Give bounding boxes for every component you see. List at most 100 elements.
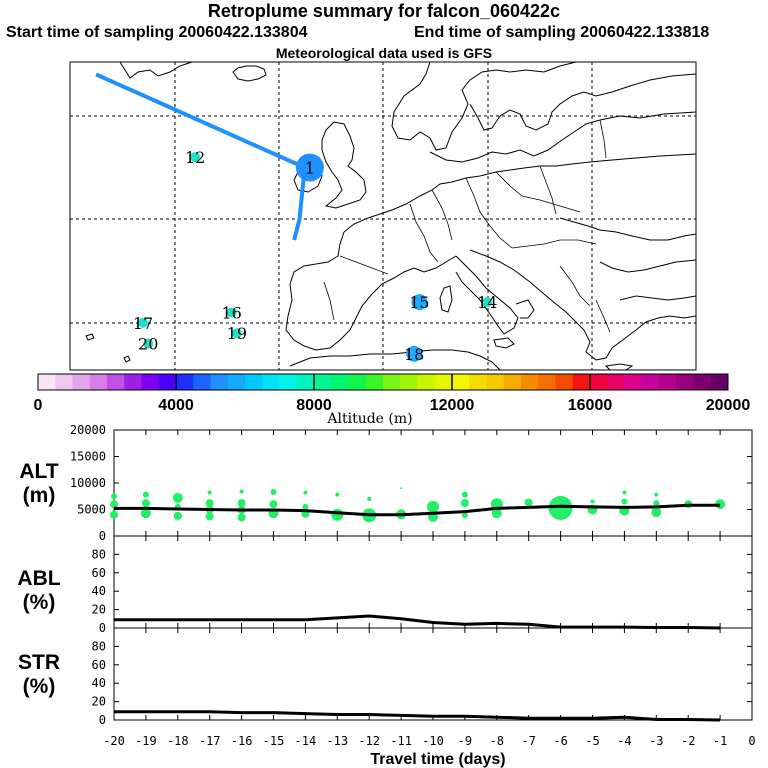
colorbar-cell <box>521 374 539 390</box>
str-unit: (%) <box>23 675 56 698</box>
cluster-label-14: 14 <box>477 293 497 312</box>
colorbar-cell <box>590 374 608 390</box>
colorbar-cell <box>693 374 712 390</box>
colorbar-tick-label: 4000 <box>158 397 194 414</box>
str-ytick-label: 0 <box>99 713 106 727</box>
x-tick-label: -10 <box>422 734 444 748</box>
colorbar-cell <box>624 374 643 390</box>
colorbar-cell <box>227 374 246 390</box>
colorbar-cell <box>538 374 556 390</box>
alt-cluster-point <box>303 490 308 495</box>
abl-ytick-label: 20 <box>92 603 106 617</box>
colorbar-cell <box>348 374 367 390</box>
colorbar-tick-label: 8000 <box>296 397 332 414</box>
colorbar-cell <box>331 374 349 390</box>
colorbar-frame <box>37 373 729 391</box>
alt-cluster-point <box>207 490 212 495</box>
cluster-label-1: 1 <box>305 159 315 178</box>
abl-ytick-label: 40 <box>92 584 106 598</box>
alt-label: ALT <box>19 460 58 483</box>
colorbar-cell <box>176 374 194 390</box>
colorbar-cell <box>572 374 591 390</box>
str-series-line <box>114 710 721 722</box>
alt-cluster-point <box>621 498 628 505</box>
alt-ytick-label: 5000 <box>77 503 106 517</box>
colorbar-tick-label: 12000 <box>430 397 475 414</box>
colorbar-cell <box>193 374 211 390</box>
colorbar-cell <box>279 374 298 390</box>
colorbar-cell <box>141 374 160 390</box>
alt-cluster-point <box>331 508 344 521</box>
alt-unit: (m) <box>23 484 56 507</box>
cluster-marker-1 <box>295 153 324 182</box>
colorbar-tick-label: 16000 <box>568 397 613 414</box>
map-frame <box>69 61 697 371</box>
colorbar-cell <box>158 374 177 390</box>
abl-label: ABL <box>17 567 60 590</box>
colorbar-cell <box>417 374 436 390</box>
start-time-label: Start time of sampling 20060422.133804 <box>6 24 308 41</box>
str-frame <box>113 627 753 721</box>
x-tick-label: -13 <box>326 734 348 748</box>
alt-cluster-point <box>461 491 468 498</box>
x-tick-label: -8 <box>490 734 504 748</box>
colorbar-cell <box>383 374 401 390</box>
colorbar-cell <box>676 374 694 390</box>
alt-ytick-label: 15000 <box>70 450 106 464</box>
alt-cluster-point <box>524 498 533 507</box>
colorbar-cell <box>296 374 315 390</box>
x-tick-label: -7 <box>521 734 535 748</box>
x-tick-label: -12 <box>358 734 380 748</box>
cluster-marker-19 <box>231 328 242 339</box>
cluster-marker-18 <box>406 345 423 362</box>
colorbar-cell <box>89 374 108 390</box>
x-tick-label: -15 <box>263 734 285 748</box>
abl-panel: 0 20 40 60 80 <box>92 535 753 635</box>
trajectory-line <box>95 72 307 241</box>
alt-cluster-point <box>205 512 214 521</box>
x-tick-label: -4 <box>617 734 631 748</box>
alt-cluster-point <box>270 489 277 496</box>
alt-panel: 0 5000 10000 15000 20000 <box>70 423 753 543</box>
map-gridlines <box>70 62 696 370</box>
colorbar-cell <box>469 374 487 390</box>
x-tick-label: -14 <box>295 734 317 748</box>
cluster-label-20: 20 <box>138 335 158 354</box>
alt-cluster-point <box>335 492 340 497</box>
colorbar-cell <box>107 374 125 390</box>
colorbar-cell <box>486 374 505 390</box>
alt-cluster-point <box>141 499 150 508</box>
met-data-label: Meteorological data used is GFS <box>275 45 493 61</box>
cluster-label-15: 15 <box>409 293 429 312</box>
alt-ytick-label: 10000 <box>70 476 106 490</box>
alt-ytick-label: 0 <box>99 529 106 543</box>
colorbar-cell <box>555 374 574 390</box>
colorbar-cell <box>641 374 660 390</box>
str-ytick-label: 80 <box>92 639 106 653</box>
alt-cluster-point <box>237 513 246 522</box>
cluster-marker-17 <box>138 317 149 328</box>
colorbar-cell <box>124 374 142 390</box>
abl-frame <box>113 535 753 629</box>
abl-unit: (%) <box>23 591 56 614</box>
coastlines <box>85 62 696 370</box>
x-tick-label: -5 <box>585 734 599 748</box>
x-tick-labels: -20 -19 -18 -17 -16 -15 -14 -13 -12 -11 -10 -9 -8 -7-… <box>103 734 755 748</box>
colorbar-cell <box>503 374 522 390</box>
x-tick-label: -3 <box>649 734 663 748</box>
end-time-label: End time of sampling 20060422.133818 <box>414 24 710 41</box>
alt-cluster-point <box>491 508 502 519</box>
colorbar-title: Altitude (m) <box>326 411 412 427</box>
colorbar-cell <box>55 374 73 390</box>
x-tick-label: -1 <box>713 734 727 748</box>
str-label: STR <box>18 651 60 674</box>
x-tick-label: 0 <box>748 734 755 748</box>
colorbar-tick-label: 20000 <box>706 397 751 414</box>
alt-cluster-point <box>110 500 118 509</box>
alt-cluster-point <box>548 495 573 520</box>
colorbar-cell <box>210 374 229 390</box>
cluster-marker-16 <box>226 307 237 318</box>
